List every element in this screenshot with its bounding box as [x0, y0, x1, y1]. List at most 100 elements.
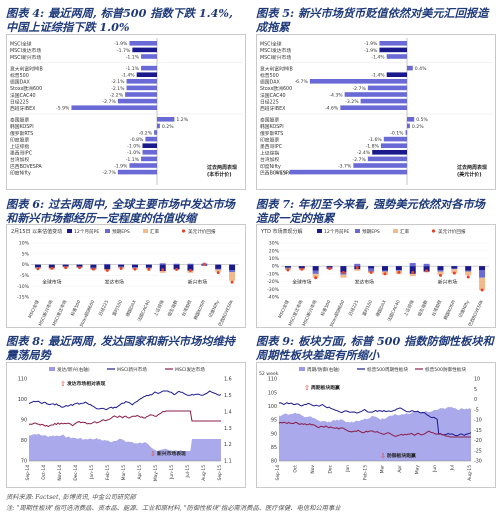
return-marker — [202, 262, 206, 266]
bar — [372, 150, 407, 155]
category-label: 泰国股票 — [10, 117, 29, 124]
bar-segment — [465, 271, 472, 276]
data-label: -4.6% — [325, 106, 339, 112]
y-right-tick: 0 — [474, 397, 477, 403]
y-right-tick: 1.1 — [224, 459, 232, 465]
y-tick-label: 0% — [272, 264, 280, 270]
chart-title: YTD 市场表现分解 — [260, 228, 303, 235]
y-left-tick: 110 — [18, 377, 27, 383]
bar-segment — [229, 272, 236, 281]
bar — [309, 79, 407, 84]
bar-segment — [465, 270, 472, 272]
x-tick-label: 富时100 — [361, 299, 375, 317]
group-label: 新兴市场 — [438, 279, 457, 286]
x-tick-label: 日经225 — [347, 299, 361, 317]
x-tick-label: Apr — [397, 465, 403, 473]
x-tick-label: 上证综指 — [402, 298, 416, 317]
y-left-tick: 90 — [271, 431, 277, 437]
return-marker — [438, 273, 442, 277]
y-tick-label: -30% — [267, 287, 280, 293]
bar-segment — [354, 263, 361, 267]
x-tick-label: May-15 — [153, 465, 159, 481]
y-tick-label: 20% — [269, 248, 280, 254]
caption-fig4: 图表 4: 最近两周, 标普500 指数下跌 1.4%, 中国上证综指下跌 1.… — [6, 6, 233, 34]
x-tick-label: Apr-15 — [137, 465, 143, 480]
category-label: 韩国KOSPI — [260, 123, 284, 130]
return-marker — [314, 276, 318, 280]
legend-swatch — [143, 229, 148, 233]
x-tick-label: Sep-14 — [275, 465, 281, 481]
x-tick-label: 德国DAX — [374, 299, 388, 318]
bar-segment — [451, 268, 458, 270]
bar-segment — [312, 266, 319, 271]
bar — [353, 163, 407, 168]
bar-segment — [215, 269, 222, 272]
data-label: -2.2% — [110, 92, 124, 98]
category-label: 泰国股票 — [260, 117, 279, 124]
fig9-panel: 周期/防御(右轴) 标普500周期性板块 标普500防御性板块 52 week 110 1… — [256, 362, 496, 488]
category-label: 俄罗斯RTS — [10, 130, 33, 137]
fig7-bar-chart: YTD 市场表现分解 12个月前PE 预期EPS 汇率 美元计价回报 30%20% 10% 0… — [260, 228, 489, 328]
y-tick-label: 30% — [269, 241, 280, 247]
bar-segment — [104, 263, 111, 265]
group-label: 发达市场 — [355, 279, 374, 286]
x-tick-label: Jun-15 — [169, 465, 175, 480]
bar — [383, 136, 407, 142]
data-label: -1.9% — [364, 48, 378, 54]
bar — [126, 85, 157, 91]
x-tick-label: Sep-14 — [25, 465, 31, 481]
y-tick-label: -10% — [17, 284, 30, 290]
y-tick-label: 10% — [19, 241, 30, 247]
x-tick-label: Mar-15 — [121, 465, 127, 480]
category-label: 法国CAC40 — [260, 92, 286, 99]
y-right-tick: -20 — [474, 438, 482, 444]
category-label: 台湾加权 — [260, 156, 279, 163]
data-label: -8.1% — [274, 170, 288, 176]
data-label: -0.1% — [390, 130, 404, 136]
data-label: -1.1% — [126, 54, 140, 60]
category-label: 上证综指 — [260, 150, 279, 157]
bar-segment — [465, 266, 472, 271]
category-label: 法国CAC40 — [10, 92, 36, 99]
x-tick-label: 富时100 — [111, 299, 125, 317]
return-marker — [480, 288, 484, 292]
data-label: 0.5% — [416, 117, 428, 123]
x-tick-label: 德国DAX — [124, 299, 138, 318]
category-label: 俄罗斯RTS — [260, 130, 283, 137]
data-label: 0.4% — [415, 66, 427, 72]
x-tick-label: Dec-14 — [73, 465, 79, 481]
category-label: 巴西BOVESPA — [260, 170, 292, 176]
y-right-tick: 1.4 — [224, 409, 232, 415]
x-tick-label: 印度Nifty — [457, 298, 471, 318]
bar — [145, 136, 157, 142]
legend-swatch — [355, 229, 360, 233]
fig8-line-chart: 发达/新兴(右轴) MSCI新兴市场 MSCI发达市场 110 100 90 80 70 1.6… — [18, 366, 232, 481]
data-label: -1.9% — [114, 41, 128, 47]
bar — [407, 65, 413, 71]
annotation: 周期板块跑赢 — [311, 384, 340, 391]
bar — [340, 105, 407, 110]
data-label: -1.0% — [127, 150, 141, 156]
category-label: 德国DAX — [260, 79, 280, 86]
data-label: -4.3% — [329, 92, 343, 98]
y-right-tick: -30 — [474, 459, 482, 465]
legend-label: 汇率 — [400, 228, 410, 235]
bar-segment — [215, 264, 222, 269]
y-left-tick: 105 — [268, 390, 277, 396]
x-tick-label: Sep-15 — [217, 465, 223, 481]
x-tick-label: Feb-15 — [105, 465, 111, 480]
return-marker — [91, 267, 95, 271]
bar — [386, 72, 407, 77]
x-tick-label: Jul-15 — [185, 465, 191, 479]
bar-segment — [354, 269, 361, 271]
bar-segment — [312, 273, 319, 278]
fig6-panel: 2月15日 以来估值变动 12个月前PE 预期EPS 汇率 美元计价回报 10% 5% 0% -… — [6, 224, 246, 328]
category-label: 韩国KOSPI — [10, 123, 34, 130]
legend-label: 预期EPS — [362, 228, 380, 235]
category-label: MSCI新兴市场 — [10, 54, 41, 61]
data-label: 1.2% — [176, 117, 188, 123]
x-tick-label: Jan-15 — [89, 465, 95, 480]
legend-label: 周期/防御(右轴) — [307, 366, 340, 373]
bar-segment — [423, 266, 430, 272]
